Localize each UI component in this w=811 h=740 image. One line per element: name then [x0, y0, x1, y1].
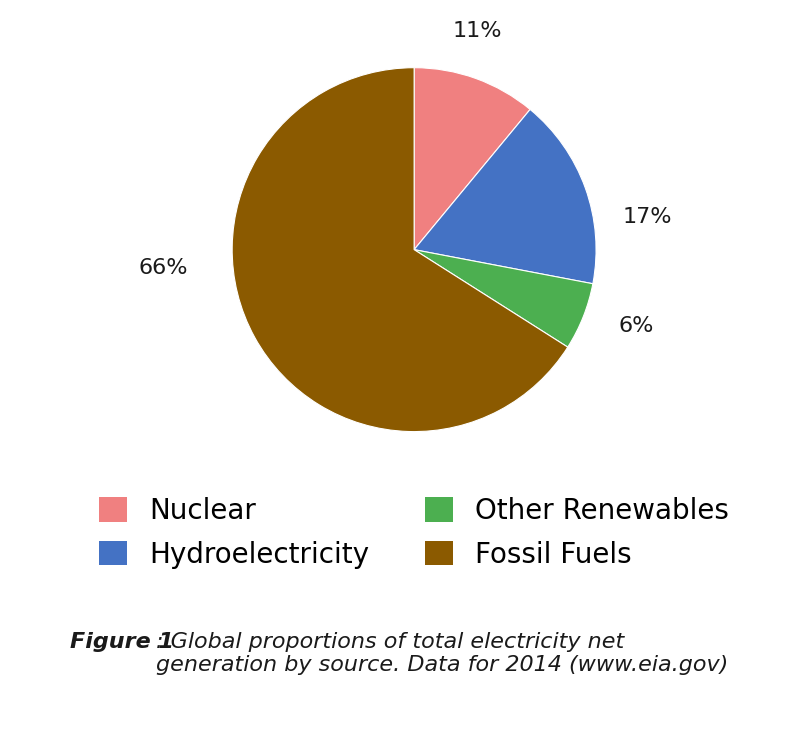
- Text: 66%: 66%: [138, 258, 187, 278]
- Legend: Nuclear, Hydroelectricity, Other Renewables, Fossil Fuels: Nuclear, Hydroelectricity, Other Renewab…: [99, 497, 728, 568]
- Text: : Global proportions of total electricity net
generation by source. Data for 201: : Global proportions of total electricit…: [157, 632, 727, 676]
- Text: 11%: 11%: [453, 21, 502, 41]
- Text: 17%: 17%: [621, 207, 671, 227]
- Wedge shape: [414, 67, 530, 249]
- Text: Figure 1: Figure 1: [71, 632, 174, 652]
- Wedge shape: [414, 110, 595, 283]
- Wedge shape: [414, 249, 592, 347]
- Wedge shape: [232, 67, 567, 431]
- Text: 6%: 6%: [618, 316, 653, 336]
